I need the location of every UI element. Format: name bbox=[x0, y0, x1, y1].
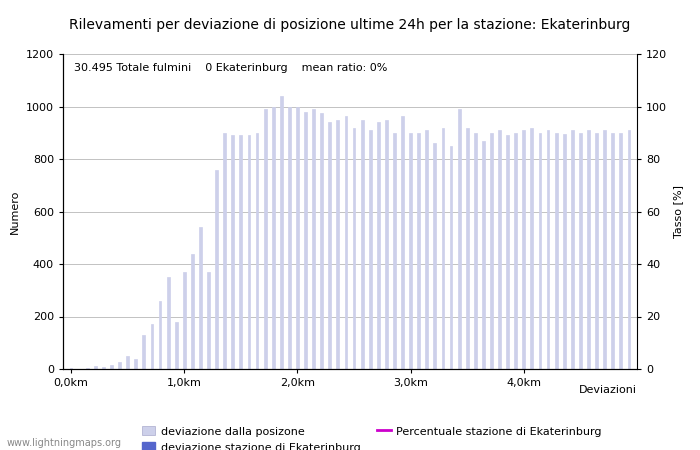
Bar bbox=[554, 133, 558, 369]
Bar bbox=[417, 133, 420, 369]
Y-axis label: Numero: Numero bbox=[10, 189, 20, 234]
Bar bbox=[142, 335, 146, 369]
Bar bbox=[385, 120, 388, 369]
Y-axis label: Tasso [%]: Tasso [%] bbox=[673, 185, 682, 238]
Text: Rilevamenti per deviazione di posizione ultime 24h per la stazione: Ekaterinburg: Rilevamenti per deviazione di posizione … bbox=[69, 18, 631, 32]
Bar bbox=[506, 135, 509, 369]
Bar bbox=[603, 130, 606, 369]
Bar bbox=[410, 133, 412, 369]
Bar bbox=[223, 133, 226, 369]
Bar bbox=[159, 301, 162, 369]
Bar bbox=[393, 133, 396, 369]
Bar bbox=[595, 133, 598, 369]
Bar bbox=[377, 122, 379, 369]
Legend: deviazione dalla posizone, deviazione stazione di Ekaterinburg, Percentuale staz: deviazione dalla posizone, deviazione st… bbox=[137, 422, 606, 450]
Bar bbox=[191, 253, 194, 369]
Bar bbox=[353, 127, 356, 369]
Bar bbox=[239, 135, 242, 369]
Bar bbox=[571, 130, 574, 369]
Bar bbox=[296, 107, 299, 369]
Text: 30.495 Totale fulmini    0 Ekaterinburg    mean ratio: 0%: 30.495 Totale fulmini 0 Ekaterinburg mea… bbox=[74, 63, 388, 73]
Bar bbox=[369, 130, 372, 369]
Bar bbox=[579, 133, 582, 369]
Bar bbox=[321, 113, 323, 369]
Bar bbox=[272, 107, 274, 369]
Bar bbox=[522, 130, 525, 369]
Text: Deviazioni: Deviazioni bbox=[579, 385, 637, 395]
Bar bbox=[86, 368, 89, 369]
Bar bbox=[94, 366, 97, 369]
Bar bbox=[232, 135, 235, 369]
Bar bbox=[337, 120, 340, 369]
Bar bbox=[482, 140, 485, 369]
Bar bbox=[620, 133, 622, 369]
Bar bbox=[514, 133, 517, 369]
Bar bbox=[264, 109, 267, 369]
Bar bbox=[442, 127, 444, 369]
Bar bbox=[587, 130, 590, 369]
Bar bbox=[215, 170, 218, 369]
Bar bbox=[466, 127, 468, 369]
Bar bbox=[498, 130, 501, 369]
Bar bbox=[280, 96, 283, 369]
Bar bbox=[344, 116, 347, 369]
Bar bbox=[360, 120, 363, 369]
Bar bbox=[102, 367, 105, 369]
Bar bbox=[627, 130, 630, 369]
Bar bbox=[449, 146, 452, 369]
Bar bbox=[167, 277, 169, 369]
Bar bbox=[547, 130, 550, 369]
Bar bbox=[401, 116, 404, 369]
Bar bbox=[199, 227, 202, 369]
Bar bbox=[458, 109, 461, 369]
Bar bbox=[433, 143, 436, 369]
Bar bbox=[490, 133, 493, 369]
Bar bbox=[248, 135, 251, 369]
Bar bbox=[538, 133, 541, 369]
Bar bbox=[150, 324, 153, 369]
Text: www.lightningmaps.org: www.lightningmaps.org bbox=[7, 438, 122, 448]
Bar bbox=[134, 359, 137, 369]
Bar bbox=[256, 133, 258, 369]
Bar bbox=[531, 127, 533, 369]
Bar bbox=[288, 107, 290, 369]
Bar bbox=[611, 133, 614, 369]
Bar bbox=[474, 133, 477, 369]
Bar bbox=[563, 134, 566, 369]
Bar bbox=[175, 322, 178, 369]
Bar bbox=[118, 362, 121, 369]
Bar bbox=[312, 109, 315, 369]
Bar bbox=[126, 356, 129, 369]
Bar bbox=[426, 130, 428, 369]
Bar bbox=[183, 272, 186, 369]
Bar bbox=[207, 272, 210, 369]
Bar bbox=[304, 112, 307, 369]
Bar bbox=[328, 122, 331, 369]
Bar bbox=[110, 365, 113, 369]
